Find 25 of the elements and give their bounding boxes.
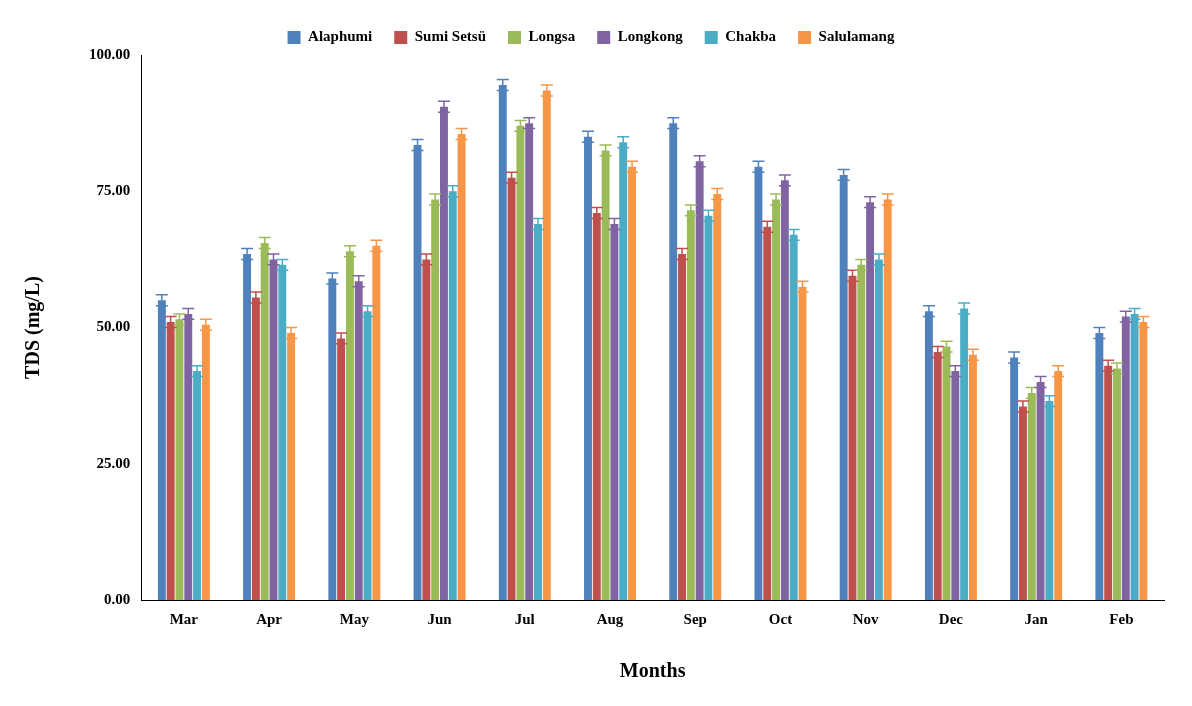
legend-label: Longkong bbox=[617, 28, 684, 45]
x-tick-label: Jan bbox=[1024, 610, 1049, 627]
legend-label: Salulamang bbox=[818, 28, 895, 45]
x-tick-label: Feb bbox=[1109, 610, 1134, 627]
x-tick-label: May bbox=[339, 610, 370, 627]
y-tick-label: 75.00 bbox=[96, 182, 131, 199]
x-tick-label: Dec bbox=[938, 610, 964, 627]
legend-label: Longsa bbox=[528, 28, 576, 45]
y-tick-label: 0.00 bbox=[104, 590, 131, 607]
x-tick-label: Mar bbox=[169, 610, 199, 627]
legend-label: Chakba bbox=[725, 28, 777, 45]
y-tick-label: 100.00 bbox=[89, 45, 131, 62]
x-tick-label: Oct bbox=[768, 610, 793, 627]
y-axis-title: TDS (mg/L) bbox=[21, 276, 45, 379]
x-axis-title: Months bbox=[619, 659, 686, 682]
y-tick-label: 50.00 bbox=[96, 318, 131, 335]
x-tick-label: Apr bbox=[256, 610, 283, 627]
x-tick-label: Jul bbox=[514, 610, 535, 627]
x-tick-label: Nov bbox=[852, 610, 880, 627]
legend-label: Alaphumi bbox=[308, 28, 373, 45]
y-tick-label: 25.00 bbox=[96, 454, 131, 471]
x-tick-label: Aug bbox=[596, 610, 624, 627]
x-tick-label: Jun bbox=[427, 610, 453, 627]
legend-label: Sumi Setsü bbox=[414, 28, 487, 45]
x-tick-label: Sep bbox=[683, 610, 707, 627]
